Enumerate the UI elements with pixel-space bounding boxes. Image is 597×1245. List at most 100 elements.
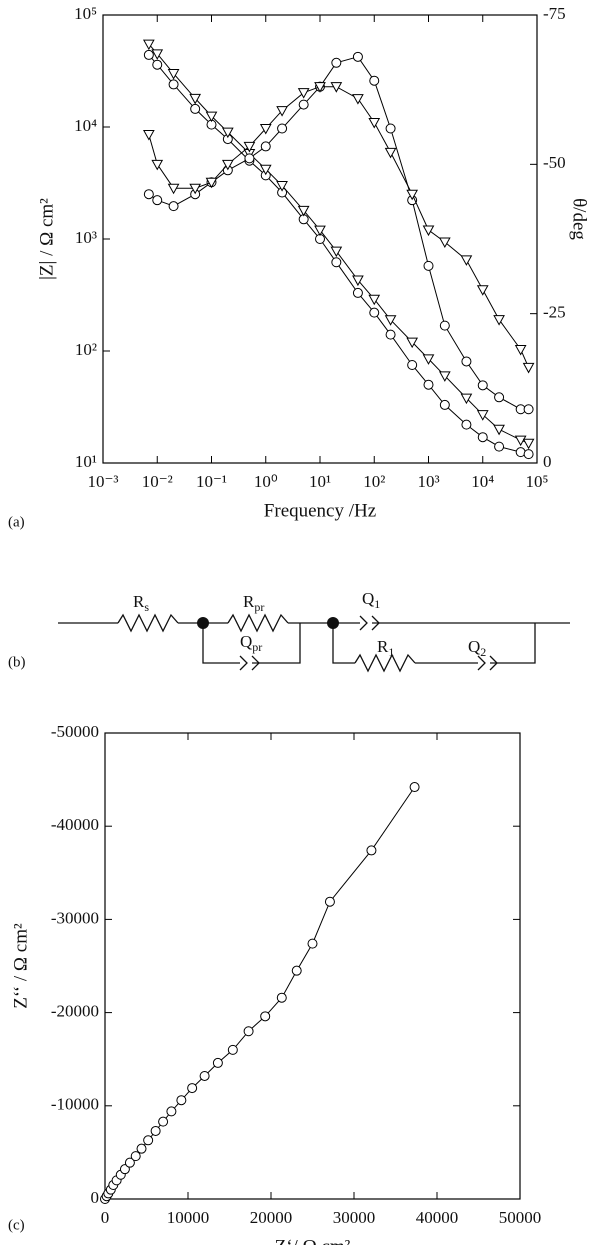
triangle-marker (205, 177, 218, 189)
circle-marker (385, 123, 396, 134)
triangle-marker (259, 164, 272, 176)
x-tick-label: 0 (101, 1208, 110, 1227)
y2-tick-label: -75 (543, 4, 566, 23)
triangle-marker (259, 123, 272, 135)
circle-marker (298, 99, 309, 110)
circle-marker (199, 1070, 210, 1081)
cpe (477, 655, 486, 671)
circle-marker (152, 195, 163, 206)
circle-marker (243, 1026, 254, 1037)
circle-marker (523, 449, 534, 460)
x-tick-label: 10⁴ (471, 472, 494, 491)
circle-marker (176, 1095, 187, 1106)
x-tick-label: 10⁻¹ (196, 472, 227, 491)
triangle-marker (493, 424, 505, 436)
fit-line (148, 43, 529, 444)
y-tick-label: 10¹ (75, 452, 97, 471)
resistor (354, 653, 416, 673)
element-label: Rs (133, 592, 149, 614)
triangle-marker (189, 93, 202, 105)
triangle-marker (151, 159, 164, 171)
triangle-marker (314, 82, 326, 93)
triangle-marker (368, 294, 381, 306)
circle-marker (260, 1011, 271, 1022)
triangle-marker (406, 337, 419, 349)
circle-marker (409, 782, 420, 793)
circle-marker (158, 1116, 169, 1127)
circle-marker (439, 399, 450, 410)
triangle-marker (330, 246, 343, 258)
triangle-marker (151, 49, 164, 60)
triangle-marker (460, 255, 473, 266)
y-tick-label: -40000 (51, 815, 99, 834)
y-axis-title: |Z| / Ω cm² (36, 198, 57, 280)
y-tick-label: -50000 (51, 722, 99, 741)
y2-tick-label: -25 (543, 303, 566, 322)
x-tick-label: 10⁻³ (87, 472, 118, 491)
circle-marker (260, 141, 271, 152)
circle-marker (477, 432, 488, 443)
circle-marker (187, 1083, 198, 1094)
circle-marker (324, 896, 335, 907)
circle-marker (212, 1057, 223, 1068)
triangle-marker (384, 147, 397, 159)
triangle-marker (476, 285, 489, 296)
triangle-marker (522, 362, 535, 374)
x-tick-label: 10⁰ (254, 472, 278, 491)
triangle-marker (297, 88, 310, 99)
circle-marker (166, 1106, 177, 1117)
circle-marker (494, 441, 505, 452)
plot-frame (104, 732, 521, 1200)
circle-marker (385, 329, 396, 340)
y-tick-label: 10⁵ (74, 4, 97, 23)
y-tick-label: -10000 (51, 1095, 99, 1114)
triangle-marker (493, 315, 505, 326)
y2-tick-label: 0 (543, 452, 552, 471)
circle-marker (190, 103, 201, 114)
circle-marker (439, 320, 450, 331)
circle-marker (124, 1157, 135, 1168)
triangle-marker (142, 129, 155, 141)
circle-marker (369, 307, 380, 318)
panel-label: (b) (8, 654, 26, 670)
triangle-marker (438, 237, 451, 249)
x-tick-label: 10000 (167, 1208, 210, 1227)
circle-marker (461, 419, 472, 430)
x-axis-title: Z‘/ Ω cm² (275, 1236, 351, 1245)
panel-label: (a) (8, 514, 25, 530)
resistor (117, 613, 179, 633)
circle-marker (168, 201, 179, 212)
circle-marker (369, 75, 380, 86)
triangle-marker (514, 435, 527, 447)
circle-marker (352, 287, 363, 298)
y-tick-label: 10⁴ (74, 116, 97, 135)
y-tick-label: 10³ (75, 228, 97, 247)
circle-marker (523, 404, 534, 415)
x-tick-label: 40000 (416, 1208, 459, 1227)
y-tick-label: -30000 (51, 908, 99, 927)
triangle-marker (422, 225, 435, 237)
element-label: Qpr (240, 632, 262, 654)
triangle-marker (142, 39, 155, 51)
circle-marker (331, 57, 342, 68)
fit-line (148, 86, 530, 368)
x-tick-label: 10³ (417, 472, 439, 491)
circle-marker (143, 189, 154, 200)
triangle-marker (406, 189, 419, 201)
circle-marker (366, 845, 377, 856)
x-tick-label: 10⁻² (142, 472, 173, 491)
element-label: Q1 (362, 589, 380, 611)
triangle-marker (221, 159, 234, 171)
x-tick-label: 50000 (499, 1208, 542, 1227)
triangle-marker (297, 205, 310, 217)
triangle-marker (314, 225, 326, 237)
y-tick-label: 10² (75, 340, 97, 359)
circle-marker (244, 153, 255, 164)
x-tick-label: 20000 (250, 1208, 293, 1227)
circle-marker (130, 1151, 141, 1162)
panel-label: (c) (8, 1217, 25, 1233)
triangle-marker (352, 275, 364, 287)
triangle-marker (460, 393, 473, 405)
cpe (359, 615, 368, 631)
circle-marker (143, 1135, 154, 1146)
